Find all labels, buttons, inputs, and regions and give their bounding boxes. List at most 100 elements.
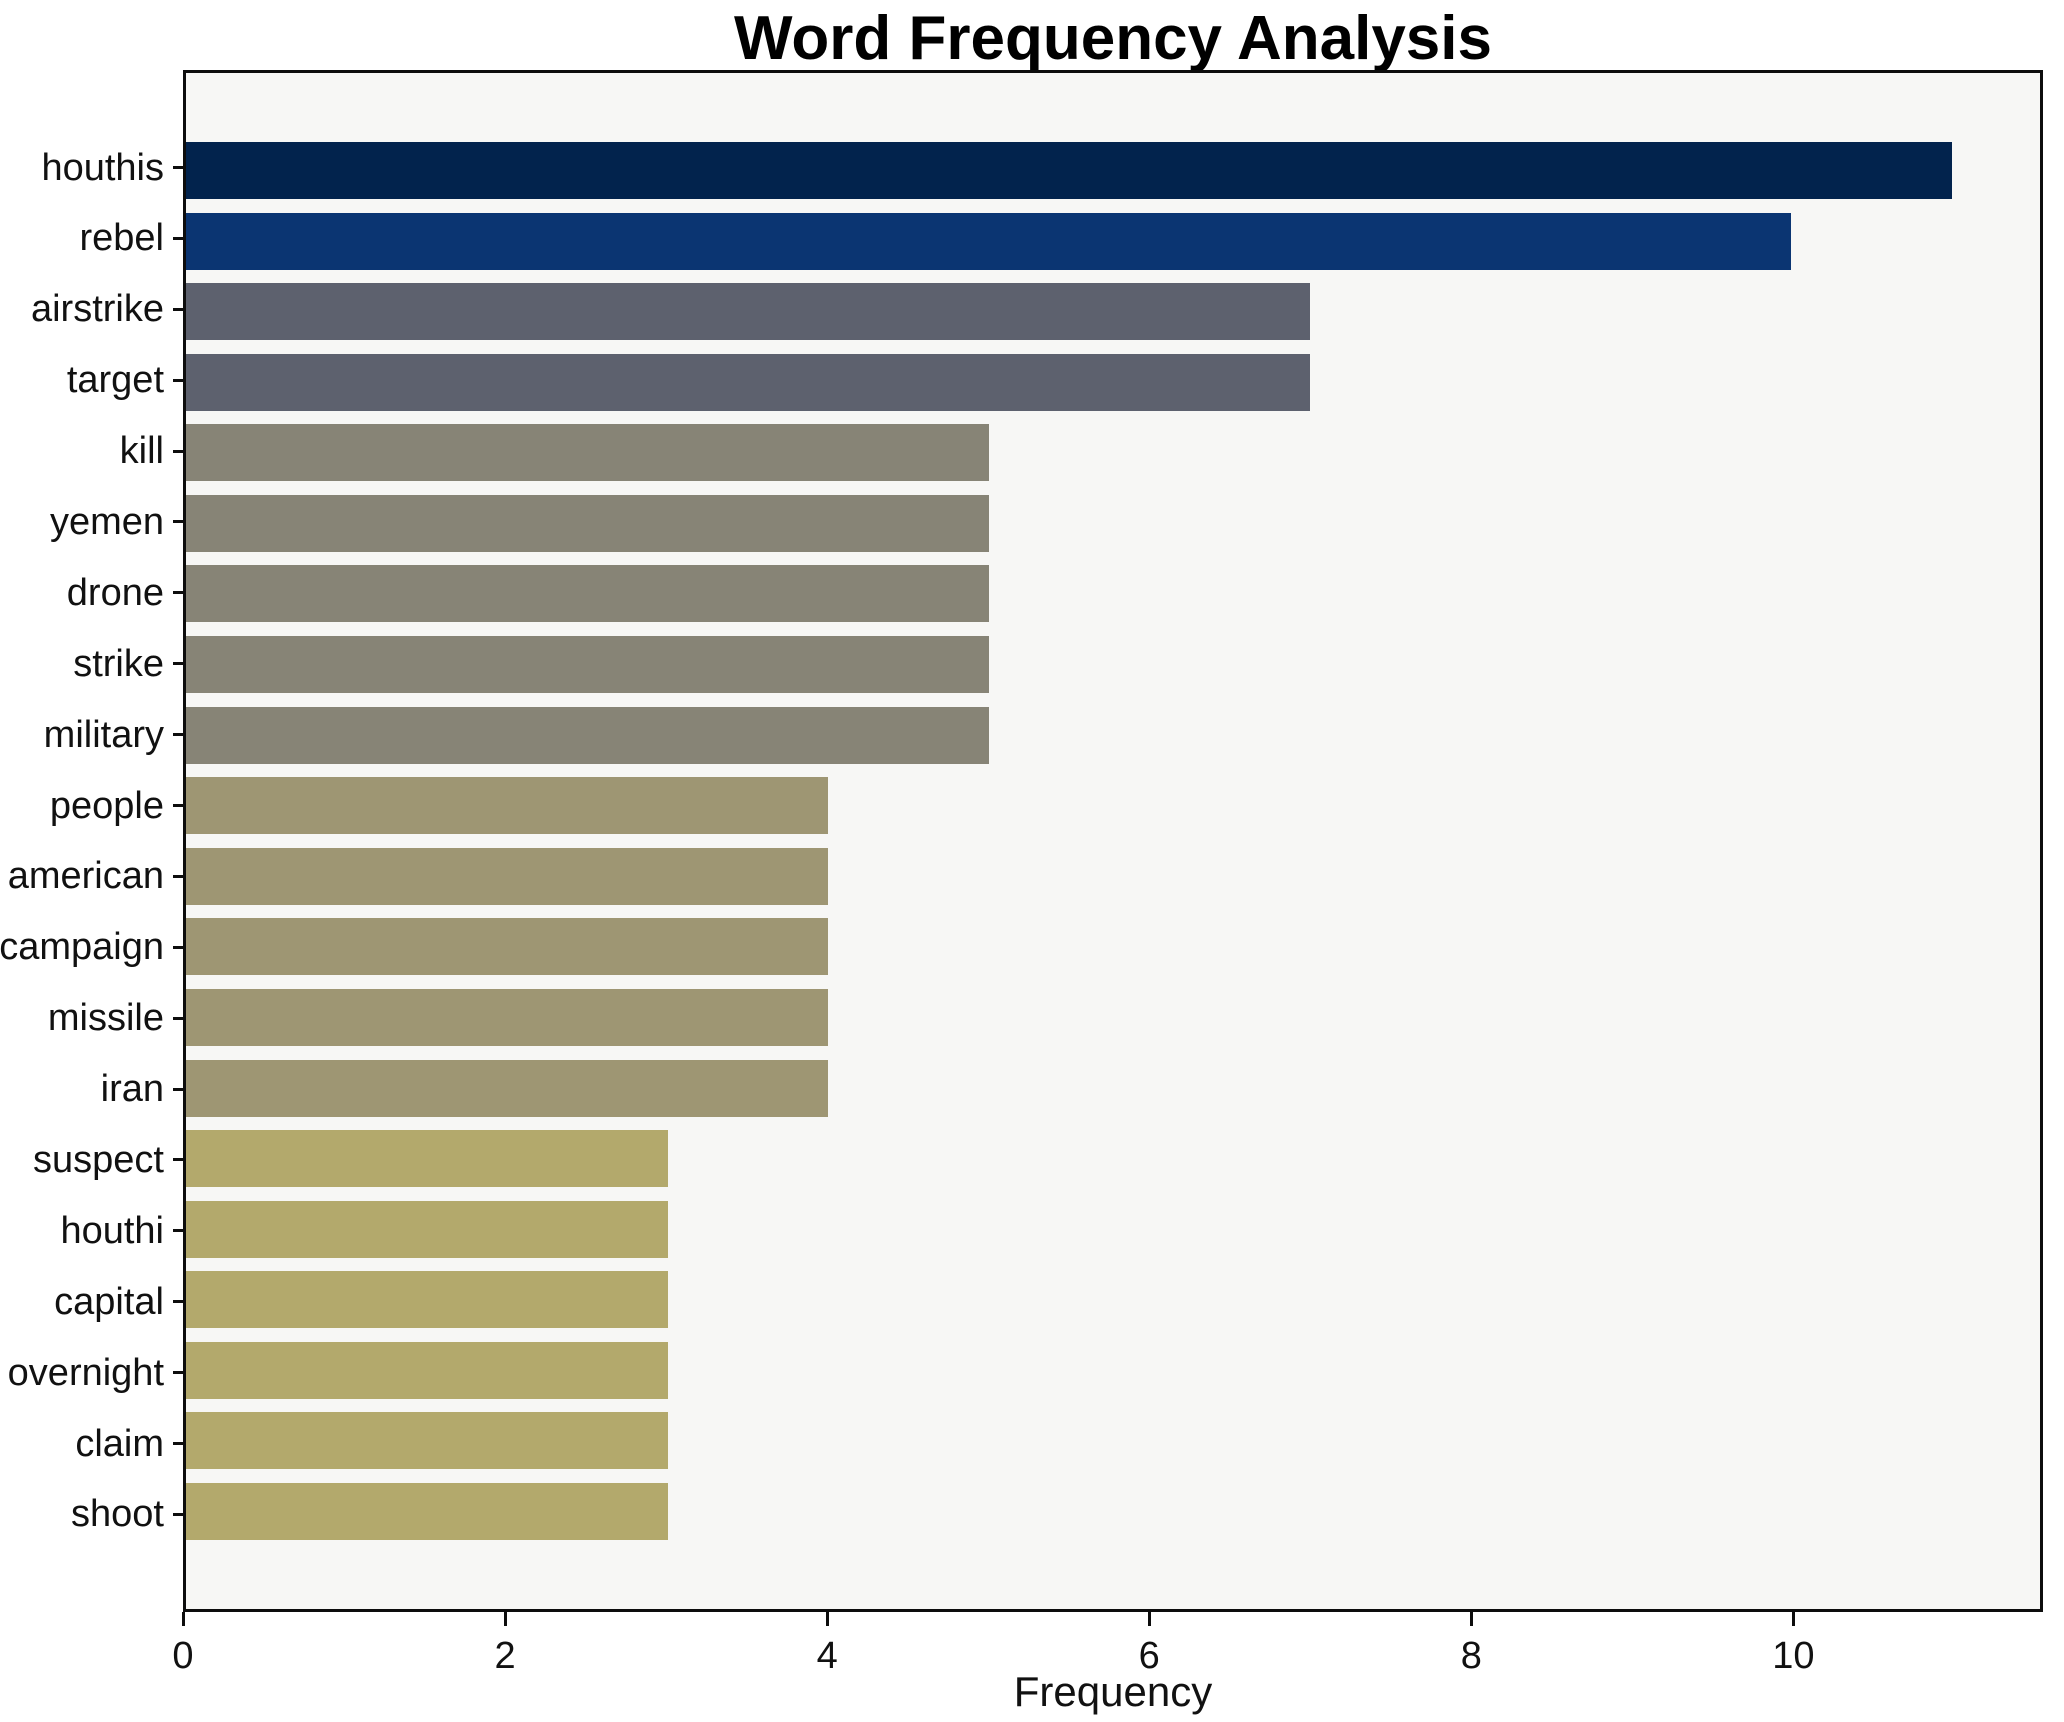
y-tick-label-target: target (66, 359, 164, 402)
y-tick-mark (173, 236, 183, 240)
bar-row (186, 494, 2040, 552)
y-tick-mark (173, 1512, 183, 1516)
bar-row (186, 1059, 2040, 1117)
y-tick-mark (173, 1300, 183, 1304)
bar-row (186, 424, 2040, 482)
y-axis-row: campaign (0, 919, 183, 976)
y-tick-label-campaign: campaign (0, 926, 164, 969)
freq-bar-yemen (186, 494, 989, 552)
plot-area (183, 70, 2043, 1612)
x-tick-mark (181, 1612, 185, 1626)
bar-row (186, 1341, 2040, 1399)
x-tick-mark (1791, 1612, 1795, 1626)
x-tick-label-0: 0 (172, 1635, 194, 1677)
y-tick-label-military: military (43, 713, 164, 756)
x-tick-label-4: 4 (816, 1635, 838, 1677)
bar-row (186, 847, 2040, 905)
freq-bar-overnight (186, 1341, 668, 1399)
freq-bar-target (186, 353, 1310, 411)
y-tick-mark (173, 591, 183, 595)
y-axis-row: capital (0, 1273, 183, 1330)
x-axis-label: Frequency (1013, 1668, 1213, 1715)
y-tick-mark (173, 1087, 183, 1091)
y-tick-label-houthi: houthi (60, 1209, 164, 1252)
y-tick-mark (173, 1229, 183, 1233)
x-tick-label-6: 6 (1138, 1635, 1160, 1677)
y-axis-row: overnight (0, 1344, 183, 1401)
y-axis-row: houthi (0, 1202, 183, 1259)
y-tick-mark (173, 945, 183, 949)
freq-bar-suspect (186, 1130, 668, 1188)
y-axis-row: american (0, 848, 183, 905)
y-tick-label-claim: claim (75, 1422, 164, 1465)
bar-row (186, 1482, 2040, 1540)
x-tick-label-8: 8 (1460, 1635, 1482, 1677)
freq-bar-american (186, 847, 829, 905)
freq-bar-shoot (186, 1482, 668, 1540)
y-axis-row: people (0, 777, 183, 834)
y-axis-row: airstrike (0, 281, 183, 338)
y-tick-mark (173, 1158, 183, 1162)
y-tick-mark (173, 1016, 183, 1020)
y-tick-label-capital: capital (54, 1280, 164, 1323)
y-axis-row: shoot (0, 1486, 183, 1543)
freq-bar-rebel (186, 212, 1792, 270)
bar-row (186, 988, 2040, 1046)
y-axis-row: iran (0, 1061, 183, 1118)
x-tick-mark (1147, 1612, 1151, 1626)
y-tick-mark (173, 378, 183, 382)
y-tick-label-missile: missile (47, 997, 164, 1040)
bar-row (186, 212, 2040, 270)
bar-row (186, 283, 2040, 341)
y-tick-label-american: american (7, 855, 164, 898)
y-tick-label-strike: strike (73, 642, 164, 685)
y-tick-label-overnight: overnight (7, 1351, 164, 1394)
bar-row (186, 1200, 2040, 1258)
y-tick-mark (173, 449, 183, 453)
y-tick-mark (173, 804, 183, 808)
y-axis-row: yemen (0, 493, 183, 550)
y-axis-row: missile (0, 990, 183, 1047)
bar-row (186, 1271, 2040, 1329)
y-axis-row: kill (0, 423, 183, 480)
y-tick-mark (173, 1442, 183, 1446)
x-tick-label-10: 10 (1772, 1635, 1815, 1677)
freq-bar-missile (186, 988, 829, 1046)
bar-row (186, 142, 2040, 199)
y-tick-mark (173, 1371, 183, 1375)
bar-row (186, 353, 2040, 411)
bar-row (186, 1130, 2040, 1188)
y-tick-mark (173, 307, 183, 311)
freq-bar-claim (186, 1412, 668, 1470)
freq-bar-kill (186, 424, 989, 482)
y-axis-row: military (0, 706, 183, 763)
y-tick-mark (173, 166, 183, 169)
y-tick-label-people: people (49, 784, 164, 827)
y-axis: houthis rebel airstrike target kill yemen dron… (0, 70, 183, 1612)
bar-row (186, 1412, 2040, 1470)
freq-bar-capital (186, 1271, 668, 1329)
y-axis-row: claim (0, 1415, 183, 1472)
y-axis-row: drone (0, 564, 183, 621)
y-axis-row: houthis (0, 139, 183, 196)
y-tick-label-kill: kill (119, 430, 164, 473)
freq-bar-people (186, 777, 829, 835)
freq-bar-iran (186, 1059, 829, 1117)
y-tick-label-drone: drone (66, 571, 164, 614)
x-tick-label-2: 2 (494, 1635, 516, 1677)
freq-bar-military (186, 706, 989, 764)
freq-bar-airstrike (186, 283, 1310, 341)
y-axis-row: strike (0, 635, 183, 692)
x-tick-mark (1469, 1612, 1473, 1626)
y-axis-row: suspect (0, 1131, 183, 1188)
y-tick-mark (173, 874, 183, 878)
y-tick-mark (173, 733, 183, 737)
freq-bar-houthis (186, 142, 1952, 199)
y-tick-mark (173, 520, 183, 524)
freq-bar-drone (186, 565, 989, 623)
bars-container (186, 73, 2040, 1609)
freq-bar-houthi (186, 1200, 668, 1258)
bar-row (186, 918, 2040, 976)
freq-bar-strike (186, 636, 989, 694)
